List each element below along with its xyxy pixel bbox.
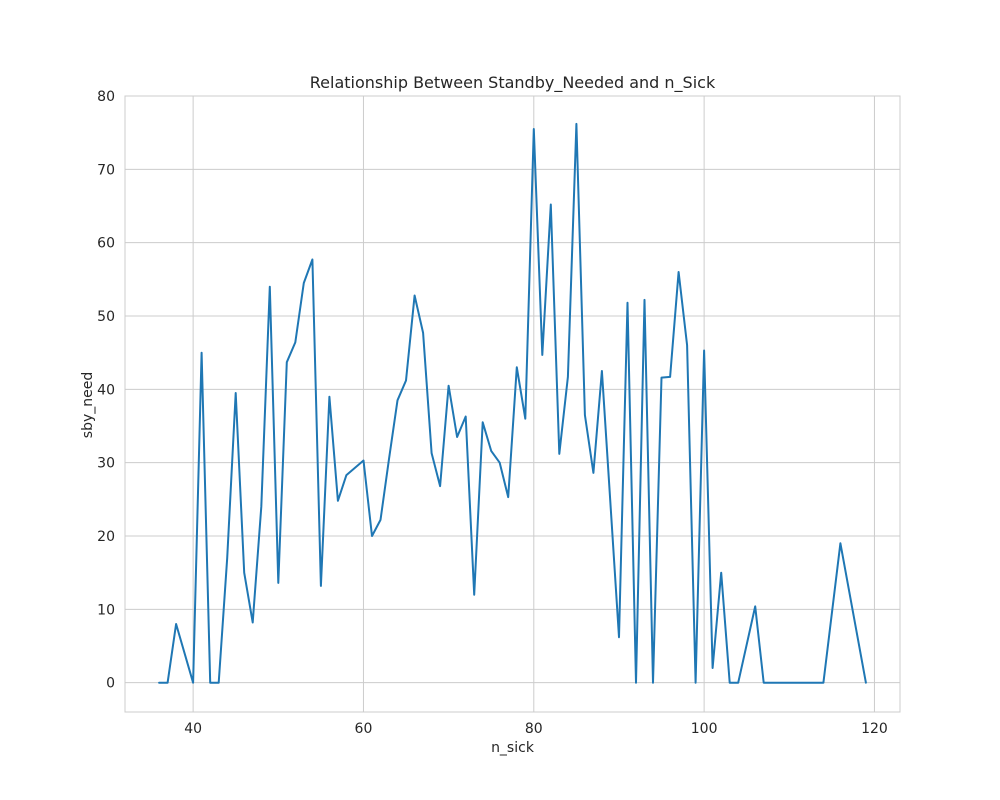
x-tick-label: 120 (861, 721, 888, 737)
plot-frame (124, 95, 901, 713)
y-tick-label: 20 (97, 529, 115, 545)
y-tick-label: 30 (97, 456, 115, 472)
x-tick-label: 80 (525, 721, 543, 737)
x-tick-label: 100 (691, 721, 718, 737)
x-tick-labels: 40 60 80 100 120 (184, 721, 888, 737)
y-gridlines (125, 95, 900, 684)
x-gridlines (192, 96, 875, 712)
x-tick-label: 40 (184, 721, 202, 737)
y-tick-labels: 0 10 20 30 40 50 60 70 80 (97, 89, 115, 692)
x-tick-label: 60 (355, 721, 373, 737)
series-layer (158, 122, 867, 684)
x-axis-label: n_sick (491, 740, 535, 756)
y-tick-label: 40 (97, 382, 115, 398)
y-tick-label: 60 (97, 236, 115, 252)
y-tick-label: 80 (97, 89, 115, 105)
y-tick-label: 70 (97, 162, 115, 178)
series-line (158, 122, 867, 684)
y-axis-label: sby_need (80, 372, 96, 438)
y-tick-label: 0 (106, 676, 115, 692)
y-tick-label: 10 (97, 602, 115, 618)
chart-title: Relationship Between Standby_Needed and … (310, 73, 716, 93)
y-tick-label: 50 (97, 309, 115, 325)
